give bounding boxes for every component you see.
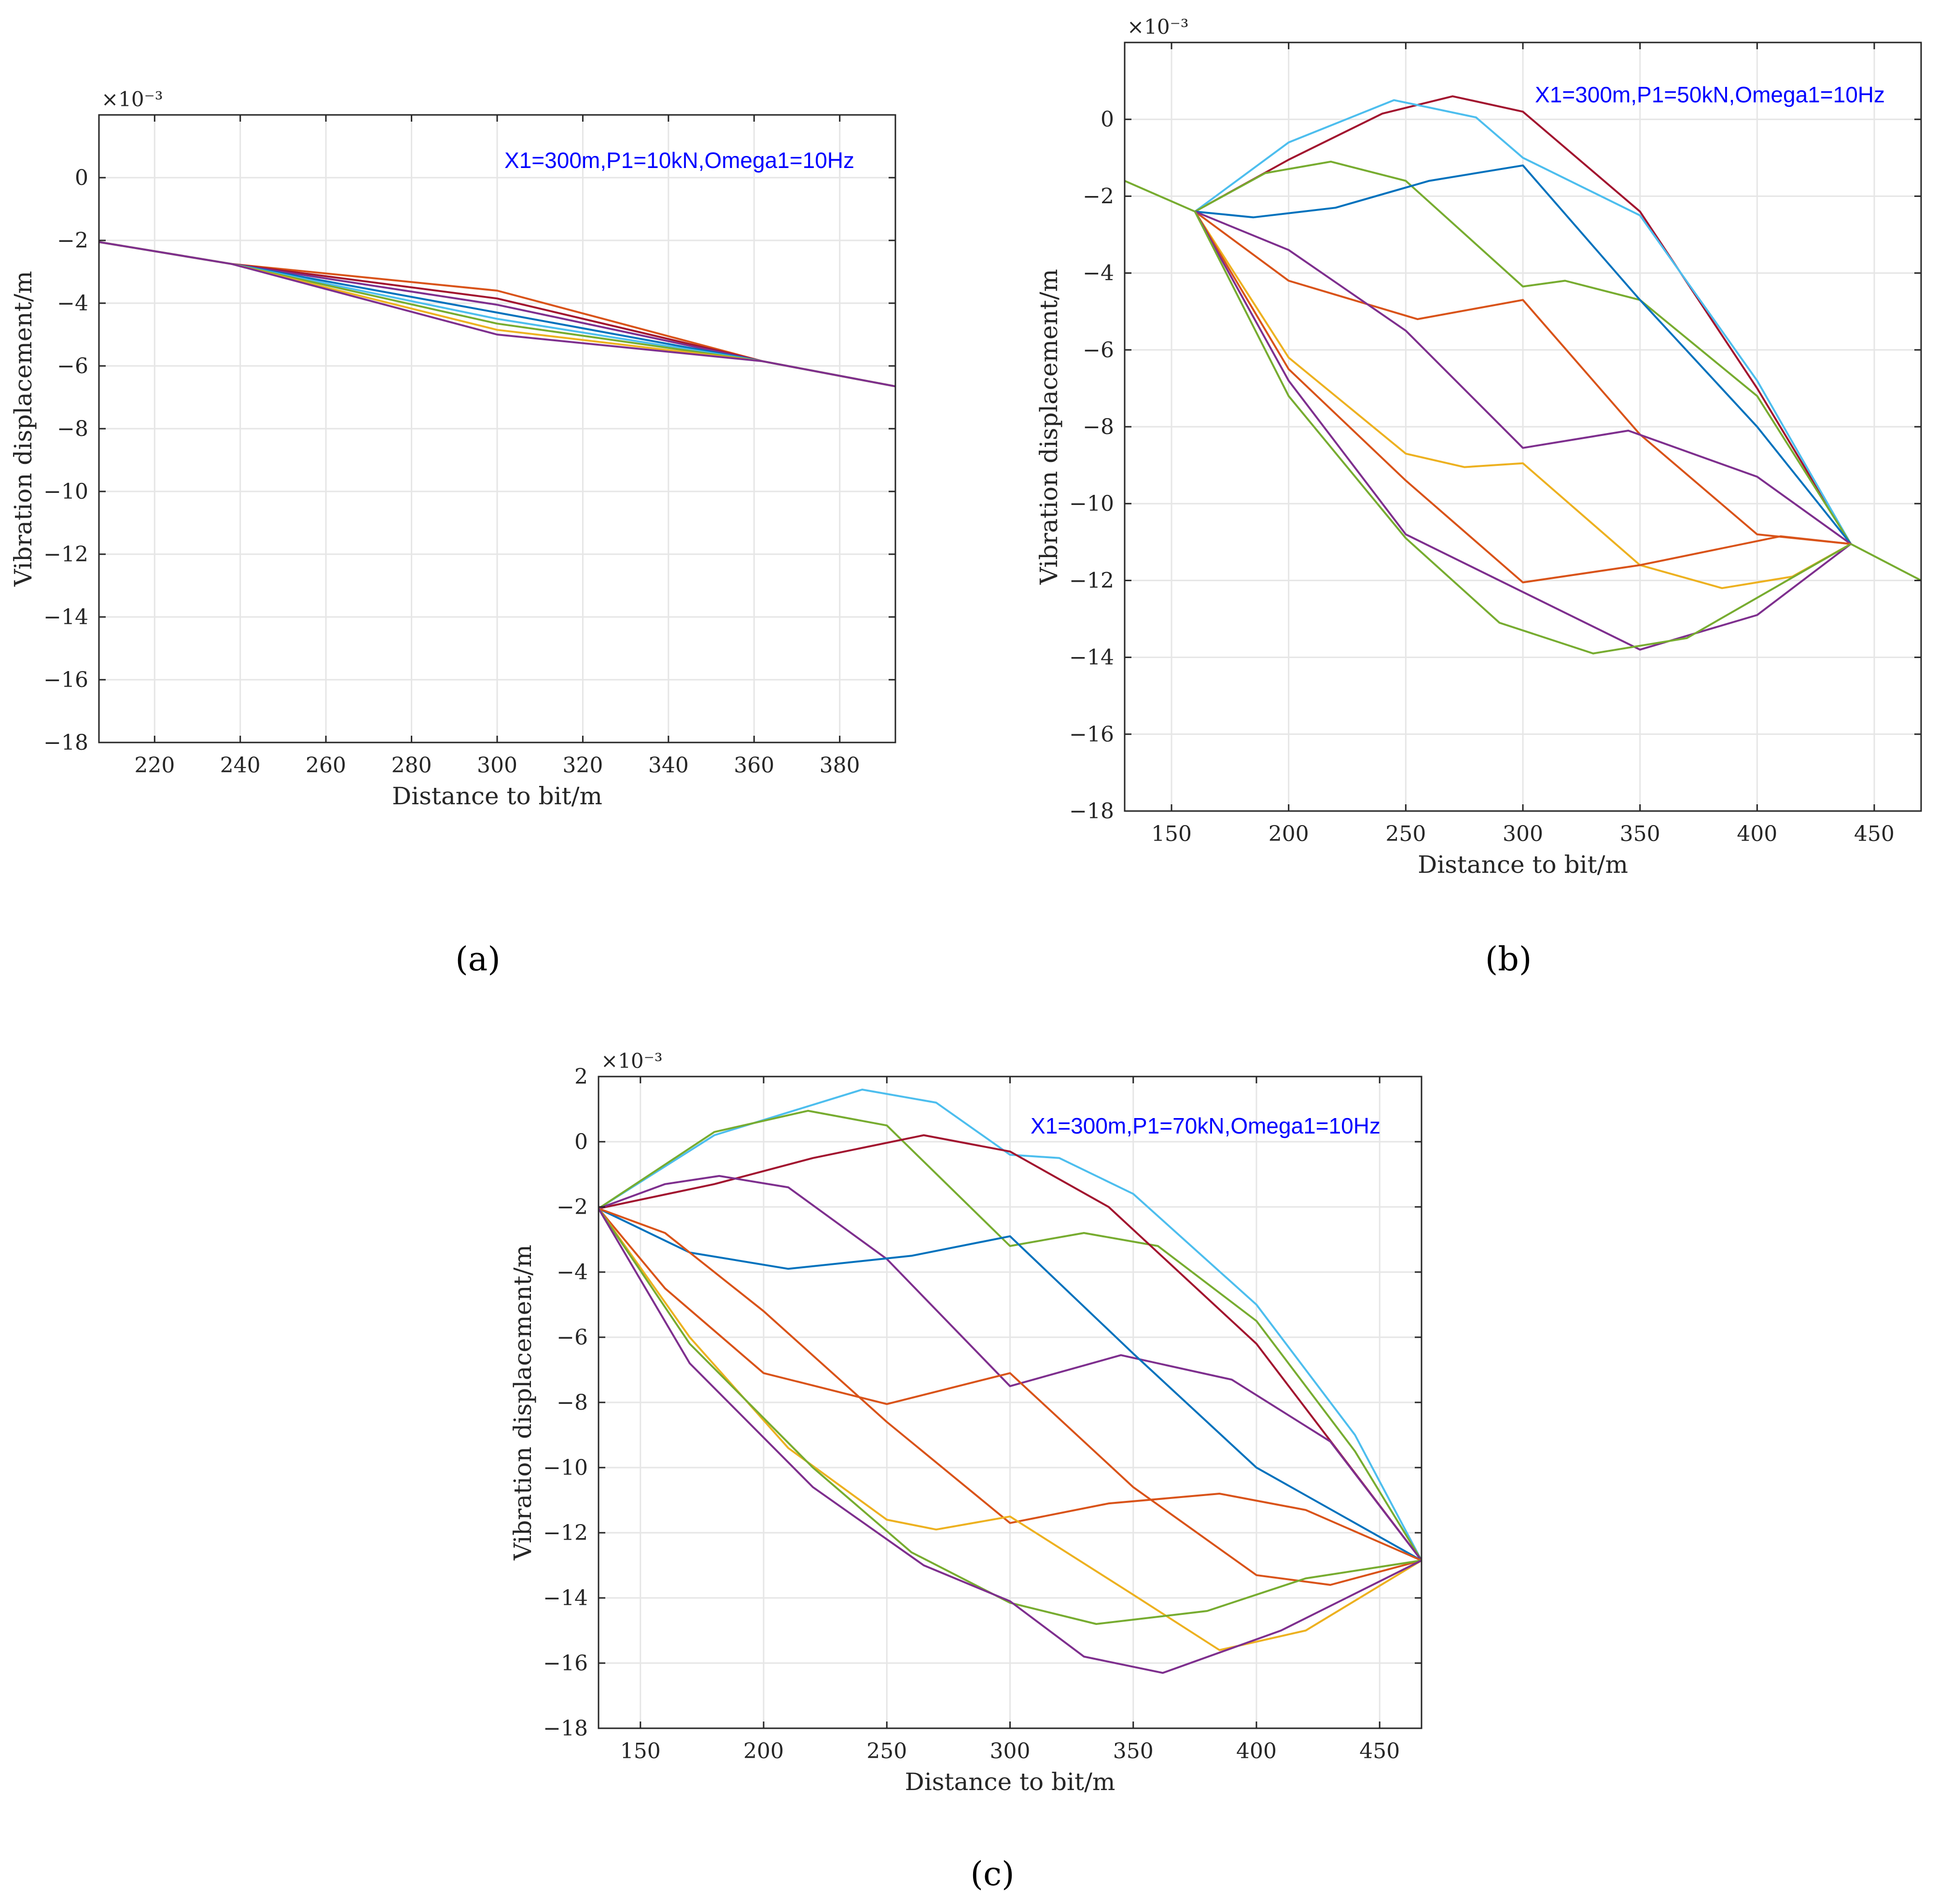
- y-tick-label: 0: [1101, 107, 1114, 132]
- y-tick-label: −2: [57, 228, 88, 253]
- y-exponent-label: ×10⁻³: [601, 1049, 663, 1073]
- series-line-s10: [1194, 211, 1852, 655]
- y-tick-label: −14: [43, 605, 88, 630]
- x-tick-label: 200: [1269, 822, 1309, 846]
- x-tick-label: 240: [220, 753, 261, 778]
- series-line-lead-in: [1125, 180, 1196, 213]
- y-tick-label: −10: [43, 479, 88, 504]
- x-tick-label: 450: [1854, 822, 1895, 846]
- series-line-s2: [599, 1109, 1422, 1561]
- x-axis-label: Distance to bit/m: [1418, 851, 1628, 879]
- y-tick-label: −6: [557, 1325, 588, 1350]
- y-tick-label: −12: [43, 542, 88, 567]
- x-tick-label: 150: [620, 1739, 661, 1764]
- series-line-s3: [599, 1134, 1422, 1561]
- series-line-s7: [599, 1208, 1422, 1586]
- panel-label-b: (b): [1485, 940, 1532, 979]
- y-tick-label: −8: [1083, 415, 1114, 439]
- y-tick-label: −12: [1069, 568, 1114, 593]
- y-tick-label: −4: [557, 1260, 588, 1285]
- y-tick-label: −8: [57, 417, 88, 441]
- y-tick-label: −6: [1083, 338, 1114, 363]
- y-tick-label: −14: [1069, 645, 1114, 670]
- y-tick-label: −2: [557, 1195, 588, 1219]
- series-line-lead-out: [1850, 543, 1921, 582]
- x-tick-label: 300: [1503, 822, 1543, 846]
- x-tick-label: 220: [134, 753, 175, 778]
- y-tick-label: −18: [43, 730, 88, 755]
- y-tick-label: 0: [75, 166, 88, 190]
- chart-a: 220 240 260 280 300 320 340 360 380 0 −2 −4 −6 −8 −10 −…: [9, 87, 896, 810]
- y-tick-label: −16: [1069, 722, 1114, 747]
- series-line-s2: [1194, 99, 1852, 545]
- x-tick-label: 400: [1236, 1739, 1277, 1764]
- series-line-s9: [599, 1208, 1422, 1625]
- x-tick-label: 200: [743, 1739, 784, 1764]
- x-tick-label: 380: [820, 753, 860, 778]
- series-line-s7: [1194, 211, 1852, 589]
- series-line-s10: [599, 1208, 1422, 1674]
- x-tick-label: 360: [734, 753, 774, 778]
- x-tick-label: 350: [1113, 1739, 1154, 1764]
- y-tick-label: −10: [1069, 491, 1114, 516]
- series-line-s1: [599, 1089, 1422, 1561]
- y-tick-label: −16: [43, 668, 88, 692]
- y-axis-label: Vibration displacement/m: [1035, 269, 1063, 585]
- x-tick-label: 340: [648, 753, 689, 778]
- x-tick-label: 260: [306, 753, 346, 778]
- y-tick-label: −16: [543, 1651, 588, 1676]
- x-tick-label: 300: [990, 1739, 1031, 1764]
- series-group: [99, 241, 895, 388]
- x-tick-label: 400: [1737, 822, 1777, 846]
- series-group: [599, 1089, 1422, 1674]
- series-line-s8: [1194, 211, 1851, 584]
- series-line-s5: [1194, 210, 1851, 545]
- x-tick-label: 300: [477, 753, 517, 778]
- series-group: [1125, 95, 1921, 655]
- series-line-s6: [1194, 210, 1852, 545]
- y-exponent-label: ×10⁻³: [1127, 15, 1189, 39]
- series-line-s6: [599, 1207, 1422, 1562]
- chart-annotation: X1=300m,P1=10kN,Omega1=10Hz: [504, 148, 854, 173]
- series-line-s8: [99, 241, 895, 388]
- x-tick-label: 250: [1385, 822, 1426, 846]
- x-tick-label: 150: [1151, 822, 1192, 846]
- y-tick-label: −12: [543, 1521, 588, 1545]
- chart-annotation: X1=300m,P1=50kN,Omega1=10Hz: [1535, 82, 1885, 107]
- y-tick-label: −14: [543, 1586, 588, 1610]
- chart-c: 150 200 250 300 350 400 450 2 0 −2 −4 −6 −8 −10 −12 −14…: [509, 1049, 1422, 1796]
- series-line-s1: [1194, 95, 1852, 545]
- x-tick-label: 450: [1359, 1739, 1400, 1764]
- chart-b: 150 200 250 300 350 400 450 0 −2 −4 −6 −8 −10 −12 −14 −…: [1035, 15, 1922, 879]
- y-axis-label: Vibration displacement/m: [509, 1245, 537, 1561]
- x-tick-label: 350: [1620, 822, 1660, 846]
- y-tick-label: 0: [574, 1130, 588, 1154]
- y-axis-label: Vibration displacement/m: [9, 271, 37, 587]
- y-tick-label: −4: [1083, 261, 1114, 286]
- y-tick-label: −6: [57, 354, 88, 378]
- x-axis-label: Distance to bit/m: [392, 782, 602, 810]
- chart-annotation: X1=300m,P1=70kN,Omega1=10Hz: [1031, 1113, 1380, 1138]
- series-line-s4: [1195, 164, 1852, 545]
- y-tick-label: −2: [1083, 184, 1114, 209]
- y-exponent-label: ×10⁻³: [101, 87, 163, 111]
- series-line-s4: [599, 1175, 1422, 1561]
- x-axis-label: Distance to bit/m: [905, 1768, 1115, 1796]
- y-tick-label: 2: [574, 1064, 588, 1089]
- x-tick-label: 250: [866, 1739, 907, 1764]
- y-tick-label: −18: [543, 1716, 588, 1741]
- y-tick-label: −10: [543, 1456, 588, 1480]
- series-line-s9: [1194, 211, 1852, 651]
- series-line-s5: [599, 1207, 1422, 1562]
- x-tick-label: 280: [391, 753, 432, 778]
- y-tick-label: −18: [1069, 799, 1114, 824]
- y-tick-label: −8: [557, 1390, 588, 1415]
- series-line-s3: [1194, 160, 1852, 545]
- panel-label-a: (a): [455, 940, 501, 979]
- x-tick-label: 320: [562, 753, 603, 778]
- panel-label-c: (c): [970, 1855, 1014, 1893]
- y-tick-label: −4: [57, 291, 88, 316]
